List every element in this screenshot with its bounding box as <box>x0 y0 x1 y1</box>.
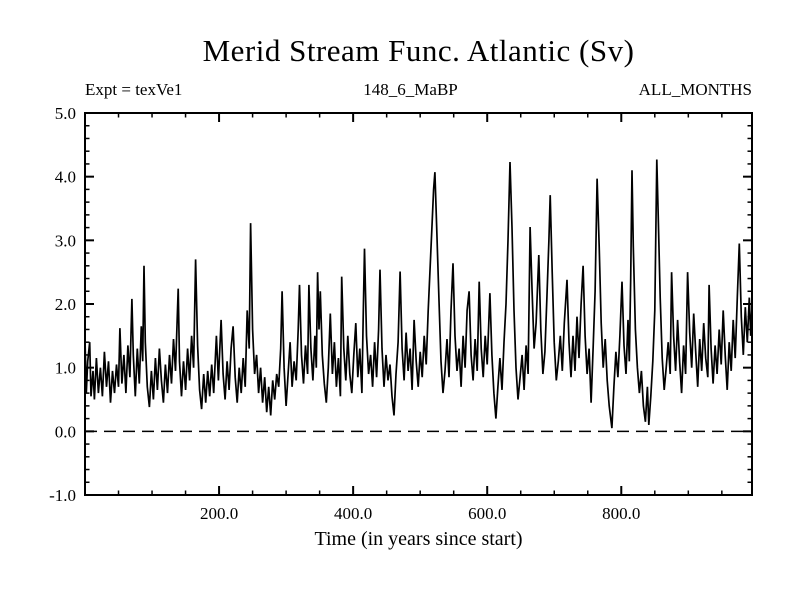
y-tick-label: -1.0 <box>49 486 76 505</box>
series-line <box>84 159 753 429</box>
y-tick-label: 5.0 <box>55 104 76 123</box>
date-label: 148_6_MaBP <box>363 80 458 99</box>
months-label: ALL_MONTHS <box>638 80 752 99</box>
x-tick-label: 400.0 <box>334 504 372 523</box>
x-tick-label: 200.0 <box>200 504 238 523</box>
x-axis-label: Time (in years since start) <box>314 528 523 550</box>
y-tick-label: 4.0 <box>55 168 76 187</box>
y-tick-label: 0.0 <box>55 422 76 441</box>
x-tick-label: 600.0 <box>468 504 506 523</box>
chart-title: Merid Stream Func. Atlantic (Sv) <box>202 33 635 68</box>
y-tick-label: 1.0 <box>55 359 76 378</box>
y-tick-label: 2.0 <box>55 295 76 314</box>
y-tick-label: 3.0 <box>55 231 76 250</box>
experiment-label: Expt = texVe1 <box>85 80 183 99</box>
subtitle-row: Expt = texVe1 148_6_MaBP ALL_MONTHS <box>85 80 752 100</box>
plot-frame <box>84 112 753 496</box>
x-tick-label: 800.0 <box>602 504 640 523</box>
